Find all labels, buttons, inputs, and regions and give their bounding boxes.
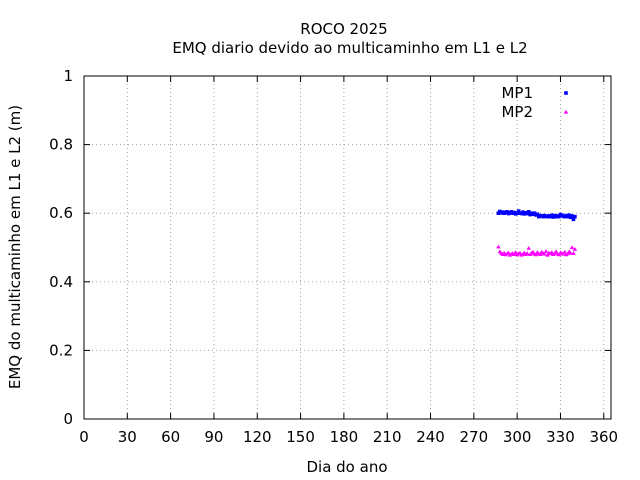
x-tick-label: 180 [330,428,359,446]
data-point [512,252,517,256]
data-point [526,210,531,214]
x-tick-label: 330 [546,428,575,446]
data-point [513,250,518,254]
x-tick-label: 120 [243,428,272,446]
data-point [526,245,531,250]
data-point [545,252,550,257]
data-point [562,249,567,254]
x-tick-label: 210 [373,428,402,446]
x-tick-label: 30 [118,428,137,446]
data-point [542,251,547,256]
y-axis-label: EMQ do multicaminho em L1 e L2 (m) [6,105,24,389]
legend-label: MP2 [501,103,533,121]
chart-title: ROCO 2025 [300,20,387,38]
x-tick-label: 360 [589,428,618,446]
data-point [568,250,573,255]
x-tick-label: 300 [503,428,532,446]
data-point [572,247,578,251]
y-tick-label: 1 [63,67,73,85]
data-point [535,212,540,217]
y-tick-label: 0.4 [49,273,73,291]
data-point [516,209,521,213]
data-point [556,252,562,257]
y-tick-label: 0 [63,410,73,428]
data-point [567,213,571,218]
x-tick-label: 150 [286,428,315,446]
data-point [571,217,576,222]
series-mp1 [496,209,577,222]
x-tick-label: 60 [161,428,180,446]
legend-marker [564,91,568,95]
plot-frame [83,75,612,420]
chart-subtitle: EMQ diario devido ao multicaminho em L1 … [172,39,527,57]
data-point [553,249,559,254]
y-tick-label: 0.2 [49,341,73,359]
series-mp2 [496,244,578,257]
data-point [496,244,501,249]
data-point [515,211,519,215]
data-point [525,251,530,255]
data-point [538,252,543,256]
data-point [571,251,576,255]
x-tick-label: 240 [416,428,445,446]
data-point [543,249,549,253]
data-point [573,214,577,219]
y-tick-label: 0.6 [49,204,73,222]
data-point [561,251,566,256]
gridlines [84,76,611,419]
x-axis-label: Dia do ano [306,458,387,476]
axis-ticks: 0 30 60 90 120 150 180 210 240 270 300 330 360 0 0.2 0.… [49,67,618,446]
data-point [557,214,561,219]
data-point [533,252,539,257]
x-tick-label: 90 [204,428,223,446]
legend-label: MP1 [501,84,533,102]
data-point [570,214,574,218]
x-tick-label: 0 [79,428,89,446]
legend-marker [563,109,569,114]
data-point [569,245,575,250]
y-tick-label: 0.8 [49,136,73,154]
data-point [506,250,511,255]
data-points [496,209,578,257]
x-tick-label: 270 [460,428,489,446]
